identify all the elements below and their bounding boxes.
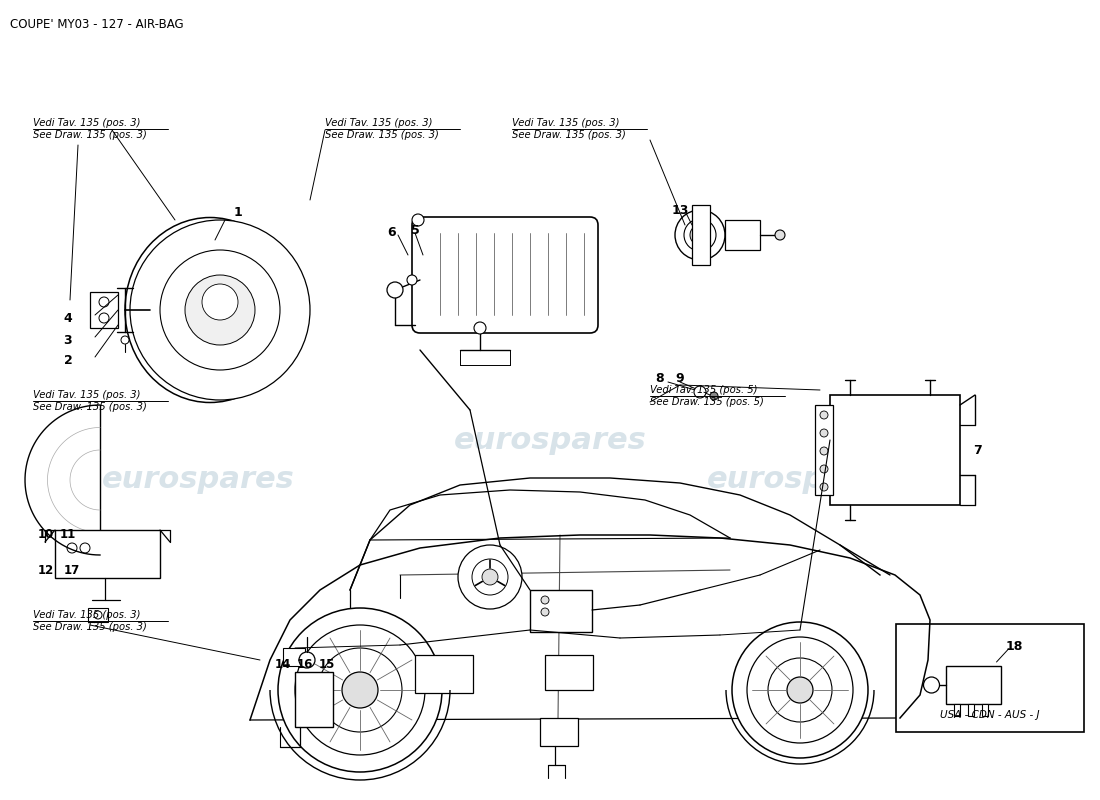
Text: 9: 9 [675, 371, 684, 385]
Circle shape [786, 677, 813, 703]
Text: See Draw. 135 (pos. 3): See Draw. 135 (pos. 3) [512, 130, 626, 140]
Text: eurospares: eurospares [453, 426, 647, 454]
Text: 2: 2 [64, 354, 73, 366]
Bar [955, 704, 960, 716]
Circle shape [94, 611, 102, 619]
Circle shape [278, 608, 442, 772]
Bar [896, 624, 1084, 732]
Text: 7: 7 [974, 443, 982, 457]
Text: 4: 4 [64, 311, 73, 325]
Text: 16: 16 [297, 658, 313, 671]
Bar [415, 655, 473, 693]
Text: Vedi Tav. 135 (pos. 3): Vedi Tav. 135 (pos. 3) [33, 610, 141, 620]
Bar [540, 718, 578, 746]
Text: See Draw. 135 (pos. 3): See Draw. 135 (pos. 3) [33, 402, 147, 412]
Text: eurospares: eurospares [101, 466, 295, 494]
Circle shape [202, 284, 238, 320]
Circle shape [80, 543, 90, 553]
Text: Vedi Tav. 135 (pos. 5): Vedi Tav. 135 (pos. 5) [650, 385, 758, 395]
Bar [88, 608, 108, 622]
Text: 14: 14 [275, 658, 292, 671]
Circle shape [130, 220, 310, 400]
Circle shape [747, 637, 852, 743]
Circle shape [710, 392, 718, 400]
Bar [968, 704, 975, 716]
Text: See Draw. 135 (pos. 3): See Draw. 135 (pos. 3) [33, 130, 147, 140]
Bar [544, 655, 593, 690]
Text: 6: 6 [387, 226, 396, 239]
Text: 11: 11 [59, 527, 76, 541]
Text: See Draw. 135 (pos. 5): See Draw. 135 (pos. 5) [650, 397, 763, 407]
Circle shape [472, 559, 508, 595]
Circle shape [924, 677, 939, 693]
Ellipse shape [684, 219, 716, 251]
Text: Vedi Tav. 135 (pos. 3): Vedi Tav. 135 (pos. 3) [33, 390, 141, 400]
Text: See Draw. 135 (pos. 3): See Draw. 135 (pos. 3) [324, 130, 439, 140]
Circle shape [295, 625, 425, 755]
Ellipse shape [675, 210, 725, 260]
Bar [815, 405, 833, 495]
Circle shape [160, 250, 280, 370]
Circle shape [694, 386, 706, 398]
Text: 18: 18 [1005, 639, 1023, 653]
Circle shape [185, 275, 255, 345]
Circle shape [482, 569, 498, 585]
Circle shape [690, 225, 710, 245]
Bar [90, 292, 118, 328]
Text: eurospares: eurospares [706, 466, 900, 494]
Circle shape [407, 275, 417, 285]
Bar [55, 530, 160, 578]
Bar [946, 666, 1001, 704]
Circle shape [99, 297, 109, 307]
Circle shape [387, 282, 403, 298]
Circle shape [820, 465, 828, 473]
Text: 13: 13 [671, 203, 689, 217]
Text: 15: 15 [319, 658, 336, 671]
Circle shape [820, 483, 828, 491]
Bar [982, 704, 989, 716]
Text: See Draw. 135 (pos. 3): See Draw. 135 (pos. 3) [33, 622, 147, 632]
Bar [692, 205, 710, 265]
Circle shape [820, 411, 828, 419]
Text: 12: 12 [37, 563, 54, 577]
Circle shape [121, 336, 129, 344]
Bar [530, 590, 592, 632]
Ellipse shape [125, 218, 295, 402]
Circle shape [412, 214, 424, 226]
Circle shape [458, 545, 522, 609]
Text: 5: 5 [410, 223, 419, 237]
Text: 8: 8 [656, 371, 664, 385]
Text: Vedi Tav. 135 (pos. 3): Vedi Tav. 135 (pos. 3) [33, 118, 141, 128]
Text: USA - CDN - AUS - J: USA - CDN - AUS - J [940, 710, 1040, 720]
Circle shape [318, 648, 402, 732]
Text: Vedi Tav. 135 (pos. 3): Vedi Tav. 135 (pos. 3) [324, 118, 432, 128]
Circle shape [820, 447, 828, 455]
Circle shape [67, 543, 77, 553]
Text: 10: 10 [37, 527, 54, 541]
Circle shape [541, 596, 549, 604]
Bar [283, 648, 305, 666]
Circle shape [541, 608, 549, 616]
FancyBboxPatch shape [412, 217, 598, 333]
Text: 3: 3 [64, 334, 73, 346]
Circle shape [776, 230, 785, 240]
Text: 17: 17 [64, 563, 80, 577]
Circle shape [99, 313, 109, 323]
Circle shape [768, 658, 832, 722]
Bar [830, 395, 960, 505]
Bar [295, 672, 333, 727]
Circle shape [299, 652, 315, 668]
Text: 1: 1 [233, 206, 242, 218]
Text: COUPE' MY03 - 127 - AIR-BAG: COUPE' MY03 - 127 - AIR-BAG [10, 18, 184, 31]
Text: Vedi Tav. 135 (pos. 3): Vedi Tav. 135 (pos. 3) [512, 118, 619, 128]
Circle shape [820, 429, 828, 437]
Circle shape [474, 322, 486, 334]
Circle shape [732, 622, 868, 758]
Circle shape [342, 672, 378, 708]
Bar [725, 220, 760, 250]
